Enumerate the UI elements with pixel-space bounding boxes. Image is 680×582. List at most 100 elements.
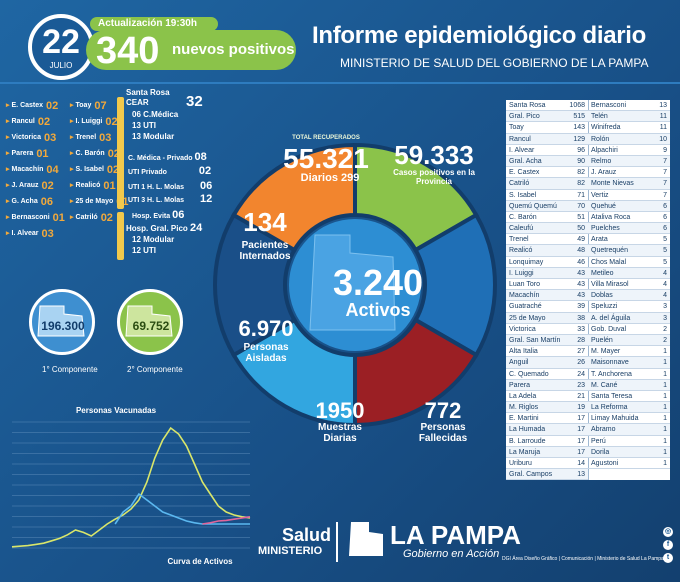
- facebook-icon[interactable]: f: [663, 540, 673, 550]
- table-cell-name: La Adela: [509, 392, 537, 400]
- date-day: 22: [42, 23, 80, 61]
- locality-name: Victorica: [11, 134, 41, 141]
- table-row: Santa Rosa 1068: [506, 100, 588, 112]
- table-row: Quemú Quemú 70: [506, 200, 588, 212]
- table-cell-name: Quehué: [591, 202, 616, 210]
- bullet-icon: ▸: [70, 214, 74, 221]
- table-cell-name: M. Riglos: [509, 404, 539, 412]
- locality-item: ▸ Victorica 03: [6, 130, 65, 146]
- table-cell-value: 1: [663, 381, 667, 389]
- table-cell-name: Alpachiri: [591, 146, 618, 154]
- table-cell-value: 7: [663, 180, 667, 188]
- chart-title: Personas Vacunadas: [75, 406, 157, 415]
- bullet-icon: ▸: [70, 198, 74, 205]
- table-row: E. Martini 17: [506, 413, 588, 425]
- locality-item: ▸ I. Luiggi 02: [70, 114, 129, 130]
- component-2-label: 2° Componente: [127, 365, 183, 374]
- table-cell-name: I. Luiggi: [509, 269, 534, 277]
- hosp-gral-pico: Hosp. Gral. Pico 24: [126, 222, 203, 234]
- bullet-icon: ▸: [6, 118, 10, 125]
- table-row: Macachín 43: [506, 290, 588, 302]
- table-row: J. Arauz 7: [588, 167, 670, 179]
- table-row: Luan Toro 43: [506, 279, 588, 291]
- instagram-icon[interactable]: ◎: [663, 527, 673, 537]
- table-row: Villa Mirasol 4: [588, 279, 670, 291]
- hospital-santa-rosa: Santa Rosa: [126, 88, 170, 97]
- locality-item: ▸ J. Arauz 02: [6, 178, 65, 194]
- active-label: Activos: [345, 300, 411, 320]
- deaths-label: Personas Fallecidas: [418, 422, 468, 444]
- table-row: Telén 11: [588, 111, 670, 123]
- locality-item: ▸ I. Alvear 03: [6, 226, 65, 242]
- locality-value: 01: [36, 148, 49, 160]
- hospital-cear: CEAR: [126, 98, 149, 107]
- locality-item: ▸ C. Barón 02: [70, 146, 129, 162]
- province-map-icon: [309, 234, 396, 331]
- table-cell-value: 13: [659, 102, 667, 109]
- table-cell-name: E. Castex: [509, 169, 540, 177]
- table-cell-name: Guatraché: [509, 303, 542, 311]
- recovered-daily: Diarios 299: [300, 172, 360, 184]
- table-row: Puelén 2: [588, 334, 670, 347]
- table-cell-name: La Humada: [509, 426, 546, 434]
- table-row: Alta Italia 27: [506, 346, 588, 358]
- locality-value: 07: [94, 100, 107, 112]
- table-cell-value: 48: [577, 247, 585, 255]
- bullet-icon: ▸: [6, 198, 10, 205]
- page-subtitle: MINISTERIO DE SALUD DEL GOBIERNO DE LA P…: [340, 56, 649, 70]
- table-cell-name: Victorica: [509, 325, 536, 333]
- table-cell-name: Lonquimay: [509, 258, 544, 266]
- table-cell-value: 2: [663, 325, 667, 333]
- table-cell-name: Villa Mirasol: [591, 281, 629, 288]
- table-cell-value: 1: [663, 448, 667, 456]
- table-cell-name: A. del Águila: [591, 314, 631, 322]
- locality-item: ▸ S. Isabel 02: [70, 162, 129, 178]
- table-row: Maisonnave 1: [588, 357, 670, 369]
- positives-pill: [86, 30, 296, 70]
- table-cell-value: 10: [659, 135, 667, 143]
- recovered-label: TOTAL RECUPERADOS: [292, 135, 360, 141]
- table-cell-value: 1: [663, 392, 667, 400]
- uti-privado: UTI Privado 02: [128, 165, 212, 177]
- table-row: Abramo 1: [588, 424, 670, 436]
- table-row: Vertiz 7: [588, 190, 670, 201]
- component-1-value: 196.300: [41, 319, 85, 333]
- table-row: La Humada 17: [506, 424, 588, 436]
- table-cell-name: Rolón: [591, 135, 610, 143]
- cear-uti: 13 UTI: [132, 121, 157, 130]
- component-1-map-icon: [37, 305, 85, 337]
- table-cell-value: 38: [577, 314, 585, 322]
- twitter-icon[interactable]: t: [663, 553, 673, 563]
- table-cell-value: 3: [663, 314, 667, 322]
- table-cell-name: Puelches: [591, 225, 620, 233]
- table-cell-name: Metileo: [591, 269, 614, 277]
- series-line-recent: [202, 516, 251, 525]
- table-cell-value: 14: [577, 460, 585, 467]
- locality-name: Toay: [75, 102, 92, 109]
- table-cell-value: 1: [663, 370, 667, 378]
- locality-value: 03: [99, 132, 112, 144]
- table-cell-name: Gral. San Martín: [509, 336, 561, 344]
- table-row: M. Riglos 19: [506, 402, 588, 414]
- table-cell-name: Quemú Quemú: [509, 202, 557, 210]
- table-row: M. Cané 1: [588, 379, 670, 391]
- uti1-molas: UTI 1 H. L. Molas 06: [128, 180, 213, 192]
- table-cell-value: 7: [663, 157, 667, 165]
- table-cell-value: 26: [577, 359, 585, 367]
- gral-pico-modular: 12 Modular: [132, 235, 175, 244]
- table-cell-name: E. Martini: [509, 415, 539, 423]
- table-cell-name: Gral. Pico: [509, 113, 540, 121]
- table-cell-value: 3: [663, 303, 667, 311]
- table-cell-name: Trenel: [509, 236, 529, 244]
- hospital-cear-value: 32: [186, 93, 203, 110]
- table-row: S. Isabel 71: [506, 190, 588, 201]
- table-cell-value: 5: [663, 258, 667, 266]
- table-cell-value: 1: [663, 415, 667, 423]
- hospitalized-label: Pacientes Internados: [239, 240, 291, 262]
- locality-name: J. Arauz: [11, 182, 39, 189]
- locality-name: Catriló: [75, 214, 98, 221]
- footer-gobierno: Gobierno en Acción: [403, 548, 500, 560]
- deaths-value: 772: [424, 398, 462, 423]
- table-row: Santa Teresa 1: [588, 391, 670, 403]
- table-cell-value: 46: [577, 258, 585, 266]
